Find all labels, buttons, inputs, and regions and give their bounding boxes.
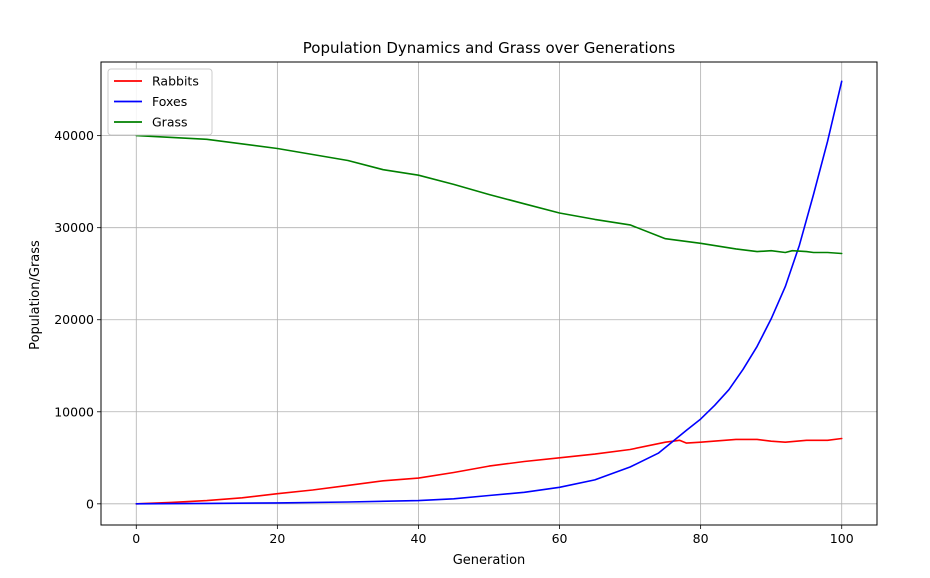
legend-box — [107, 68, 213, 136]
legend-label-foxes: Foxes — [152, 94, 187, 109]
grid — [101, 62, 877, 525]
series-line-grass — [135, 134, 843, 255]
legend-label-grass: Grass — [152, 115, 188, 130]
x-tick-label: 60 — [552, 531, 568, 546]
x-tick-label: 80 — [693, 531, 709, 546]
y-tick-label: 30000 — [54, 220, 94, 235]
y-axis-label: Population/Grass — [28, 240, 43, 350]
y-tick-label: 0 — [86, 496, 94, 511]
axis-ticks: 0 20 40 60 80 100 0 10000 20000 30000 40000 — [54, 128, 853, 546]
chart-title: Population Dynamics and Grass over Gener… — [303, 39, 676, 57]
x-axis-label: Generation — [453, 553, 526, 568]
legend-label-rabbits: Rabbits — [152, 74, 199, 89]
plot-frame — [100, 61, 878, 526]
x-tick-label: 0 — [132, 531, 140, 546]
legend: Rabbits Foxes Grass — [107, 68, 213, 136]
series-line-rabbits — [135, 437, 843, 505]
x-tick-label: 40 — [411, 531, 427, 546]
y-tick-label: 40000 — [54, 128, 94, 143]
series-lines — [135, 80, 843, 505]
x-tick-label: 20 — [269, 531, 285, 546]
y-tick-label: 10000 — [54, 404, 94, 419]
x-tick-label: 100 — [830, 531, 854, 546]
series-line-foxes — [135, 80, 843, 505]
y-tick-label: 20000 — [54, 312, 94, 327]
